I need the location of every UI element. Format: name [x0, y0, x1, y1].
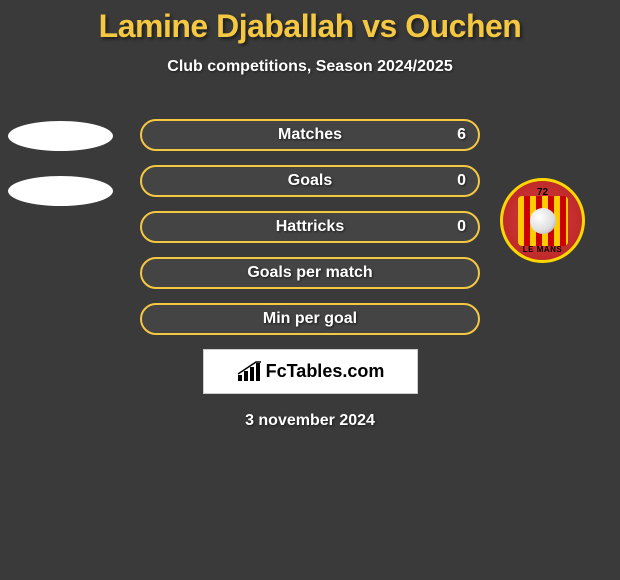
- branding-text: FcTables.com: [266, 361, 385, 382]
- stat-row-min-per-goal: Min per goal: [140, 303, 480, 335]
- stat-label: Goals: [288, 172, 332, 190]
- branding-box: FcTables.com: [203, 349, 418, 394]
- stat-row-goals: Goals 0: [140, 165, 480, 197]
- page-subtitle: Club competitions, Season 2024/2025: [0, 58, 620, 76]
- chart-icon: [236, 361, 262, 383]
- stat-label: Hattricks: [276, 218, 344, 236]
- stat-row-goals-per-match: Goals per match: [140, 257, 480, 289]
- stats-container: Matches 6 Goals 0 Hattricks 0 Goals per …: [0, 119, 620, 335]
- stat-row-hattricks: Hattricks 0: [140, 211, 480, 243]
- stat-right-value: 6: [457, 126, 466, 144]
- stat-label: Matches: [278, 126, 342, 144]
- date-text: 3 november 2024: [0, 412, 620, 430]
- stat-right-value: 0: [457, 172, 466, 190]
- stat-label: Goals per match: [247, 264, 372, 282]
- stat-right-value: 0: [457, 218, 466, 236]
- stat-row-matches: Matches 6: [140, 119, 480, 151]
- stat-label: Min per goal: [263, 310, 357, 328]
- page-title: Lamine Djaballah vs Ouchen: [0, 0, 620, 45]
